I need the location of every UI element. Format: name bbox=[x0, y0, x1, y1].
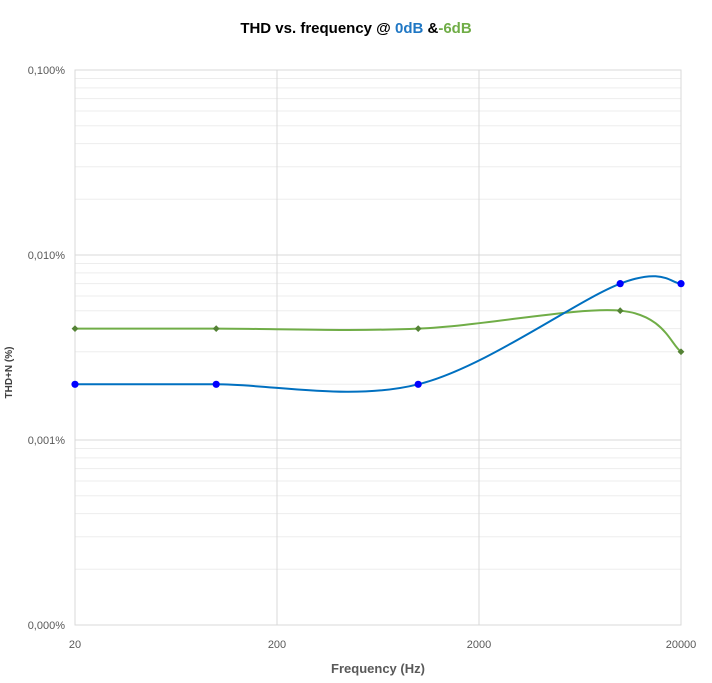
data-point bbox=[414, 380, 422, 388]
y-tick-label: 0,100% bbox=[28, 65, 66, 77]
y-tick-label: 0,000% bbox=[28, 620, 66, 632]
chart-title-part: -6dB bbox=[438, 20, 472, 37]
y-tick-label: 0,010% bbox=[28, 250, 66, 262]
data-point bbox=[677, 280, 685, 288]
data-point bbox=[616, 307, 624, 315]
data-point bbox=[414, 325, 422, 333]
y-tick-label: 0,001% bbox=[28, 435, 66, 447]
data-point bbox=[212, 380, 220, 388]
chart-title: THD vs. frequency @ 0dB &-6dB bbox=[0, 20, 712, 37]
y-tick-labels: 0,000% 0,001% 0,010% 0,100% bbox=[28, 65, 66, 632]
chart-title-part: THD vs. frequency @ bbox=[240, 20, 395, 37]
data-point bbox=[677, 348, 685, 356]
x-tick-label: 20 bbox=[69, 639, 81, 651]
series-layer bbox=[71, 275, 685, 393]
data-point bbox=[71, 380, 79, 388]
chart-title-part: & bbox=[423, 20, 439, 37]
series-0db bbox=[71, 275, 685, 393]
chart-title-part: 0dB bbox=[394, 20, 424, 37]
x-tick-label: 2000 bbox=[467, 639, 491, 651]
x-axis-title: Frequency (Hz) bbox=[331, 661, 425, 676]
x-tick-label: 20000 bbox=[666, 639, 697, 651]
major-gridlines bbox=[74, 69, 682, 626]
x-tick-label: 200 bbox=[268, 639, 286, 651]
series-line bbox=[74, 275, 682, 393]
y-axis-title: THD+N (%) bbox=[4, 347, 15, 399]
minor-gridlines bbox=[75, 77, 681, 570]
series-6db bbox=[71, 307, 685, 356]
series-line bbox=[75, 309, 682, 353]
data-point bbox=[212, 325, 220, 333]
x-tick-labels: 20 200 2000 20000 bbox=[69, 639, 696, 651]
data-point bbox=[616, 280, 624, 288]
plot-area-border bbox=[74, 69, 682, 626]
data-point bbox=[71, 325, 79, 333]
